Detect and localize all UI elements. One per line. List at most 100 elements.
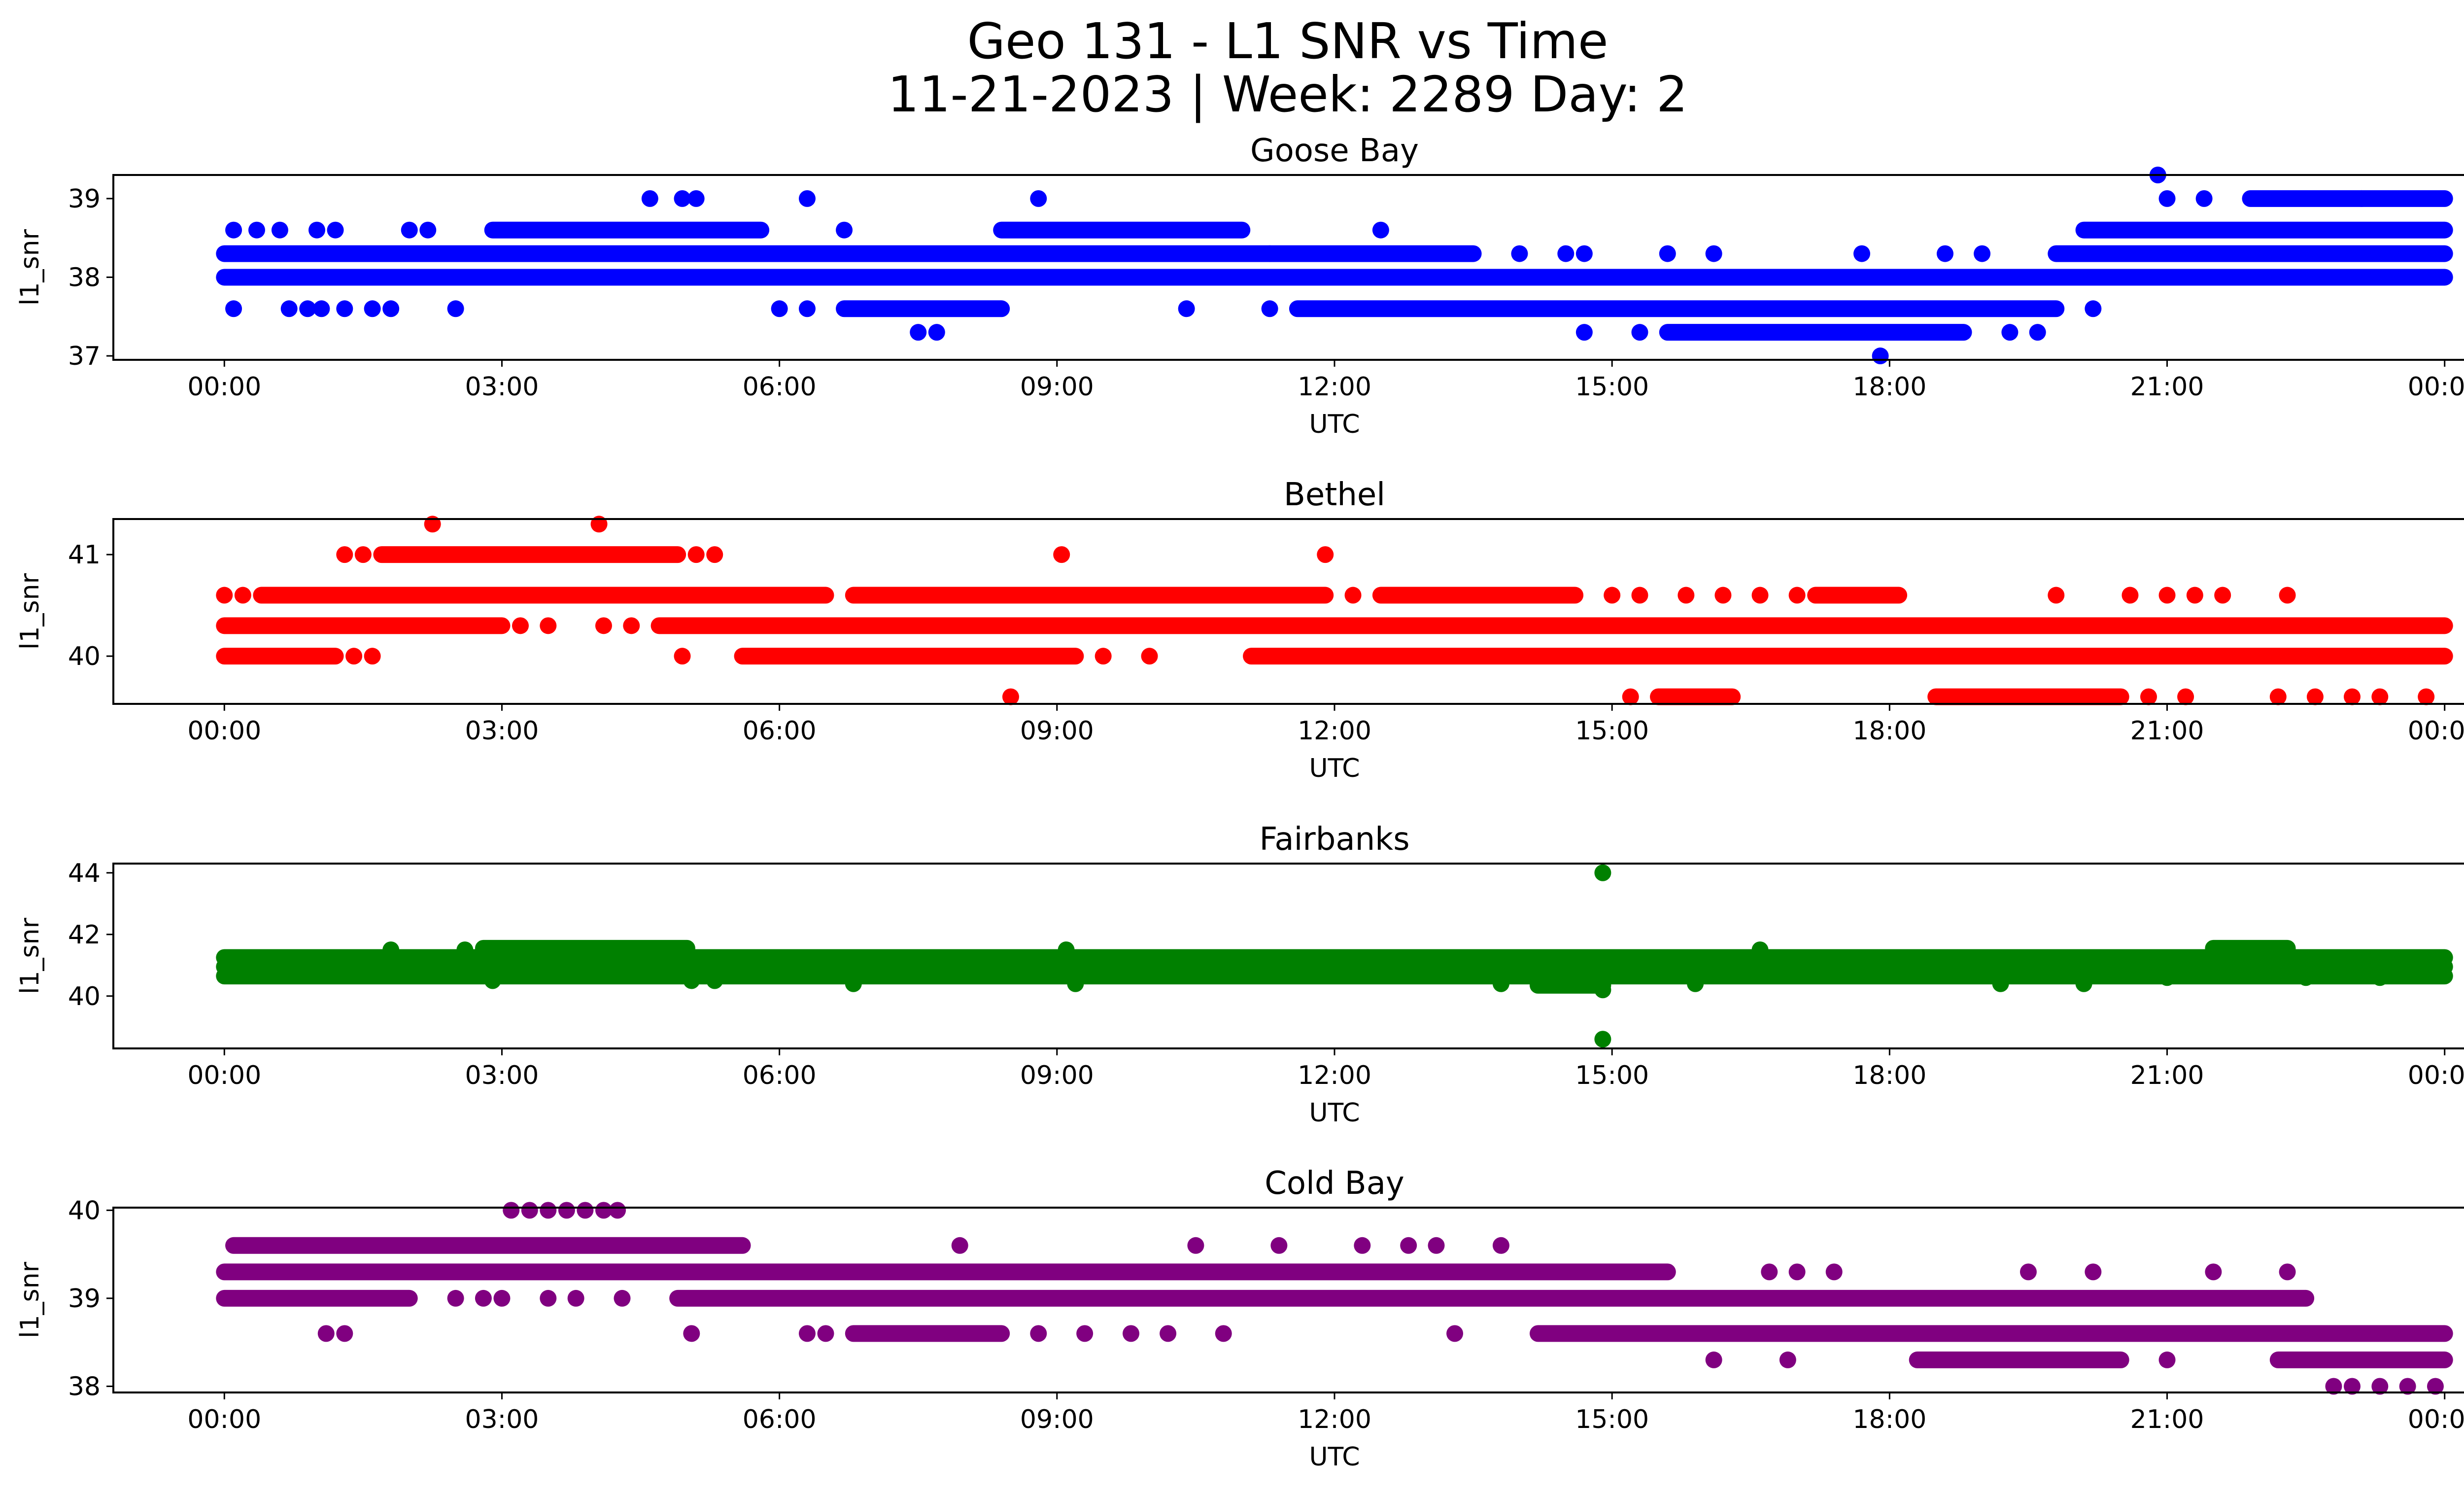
data-point — [354, 546, 372, 563]
data-point — [2371, 688, 2389, 705]
data-point — [1400, 1237, 1417, 1254]
point-band — [253, 587, 834, 604]
y-tick-label: 39 — [68, 1284, 101, 1314]
data-point — [1687, 975, 1704, 992]
data-point — [225, 221, 242, 239]
y-tick-label: 40 — [68, 1196, 101, 1225]
data-point — [1053, 546, 1070, 563]
data-point — [1594, 864, 1611, 881]
data-point — [1317, 546, 1334, 563]
data-point — [683, 1325, 700, 1342]
point-band — [216, 949, 2453, 966]
x-tick-label: 15:00 — [1575, 1405, 1649, 1434]
scatter-points — [216, 864, 2453, 1048]
data-point — [1992, 975, 2009, 992]
x-tick-label: 03:00 — [465, 1405, 539, 1434]
data-point — [1751, 941, 1769, 958]
data-point — [2177, 688, 2194, 705]
data-point — [1788, 587, 1806, 604]
data-point — [771, 300, 788, 317]
data-point — [540, 1289, 557, 1307]
data-point — [623, 617, 640, 634]
data-point — [521, 1202, 538, 1219]
data-point — [1751, 587, 1769, 604]
data-point — [674, 648, 691, 665]
subplot-3: Cold Bay 00:00 03:00 06:00 09:00 12:00 15:00 18… — [15, 1165, 2464, 1472]
x-tick-label: 12:00 — [1298, 1061, 1371, 1090]
data-point — [336, 546, 353, 563]
data-point — [817, 1325, 834, 1342]
subplot-title: Goose Bay — [1250, 133, 1419, 169]
x-tick-label: 18:00 — [1852, 1405, 1926, 1434]
data-point — [1261, 300, 1278, 317]
data-point — [1141, 648, 1158, 665]
y-tick-label: 41 — [68, 540, 101, 570]
data-point — [1872, 348, 1889, 365]
data-point — [2122, 587, 2139, 604]
data-point — [1853, 245, 1871, 262]
point-band — [2205, 939, 2296, 957]
data-point — [1705, 1351, 1722, 1368]
point-band — [1909, 1351, 2129, 1368]
data-point — [1123, 1325, 1139, 1342]
point-band — [650, 617, 2453, 634]
data-point — [567, 1289, 584, 1307]
point-band — [373, 546, 686, 563]
point-band — [484, 221, 770, 239]
data-point — [2353, 190, 2370, 207]
x-tick-label: 00:00 — [187, 1405, 261, 1434]
data-point — [2205, 1263, 2222, 1281]
data-point — [1058, 941, 1075, 958]
point-band — [2269, 1351, 2453, 1368]
data-point — [641, 190, 658, 207]
point-band — [2242, 190, 2453, 207]
data-point — [2297, 969, 2315, 986]
data-point — [2029, 324, 2046, 341]
data-point — [2306, 688, 2324, 705]
figure-title-line1: Geo 131 - L1 SNR vs Time — [967, 12, 1608, 70]
x-tick-label: 03:00 — [465, 1061, 539, 1090]
y-tick-label: 40 — [68, 982, 101, 1011]
x-tick-label: 00:00 — [2408, 716, 2464, 746]
data-point — [1557, 245, 1574, 262]
data-point — [280, 300, 298, 317]
subplot-title: Bethel — [1284, 477, 1385, 513]
data-point — [1594, 981, 1611, 999]
data-point — [674, 190, 691, 207]
axes-frame — [112, 174, 2464, 361]
data-point — [456, 941, 474, 958]
x-tick-label: 00:00 — [187, 1061, 261, 1090]
x-tick-label: 00:00 — [187, 716, 261, 746]
x-tick-label: 18:00 — [1852, 372, 1926, 402]
data-point — [2158, 1351, 2176, 1368]
x-tick-label: 00:00 — [2408, 372, 2464, 402]
data-point — [928, 324, 945, 341]
data-point — [1659, 245, 1676, 262]
data-point — [364, 648, 381, 665]
data-point — [1631, 324, 1648, 341]
data-point — [313, 300, 330, 317]
point-band — [216, 617, 511, 634]
data-point — [1604, 587, 1621, 604]
data-point — [299, 300, 316, 317]
point-band — [2075, 221, 2453, 239]
data-point — [595, 617, 612, 634]
data-point — [2195, 190, 2213, 207]
data-point — [327, 221, 344, 239]
x-tick-label: 09:00 — [1020, 716, 1094, 746]
point-band — [1530, 1325, 2453, 1342]
data-point — [1575, 245, 1593, 262]
x-tick-label: 21:00 — [2130, 716, 2204, 746]
data-point — [1779, 1351, 1796, 1368]
data-point — [683, 972, 700, 989]
data-point — [2214, 269, 2231, 286]
scatter-points — [216, 516, 2453, 705]
data-point — [2048, 587, 2065, 604]
point-band — [1372, 587, 1584, 604]
data-point — [595, 1202, 612, 1219]
data-point — [216, 587, 233, 604]
data-point — [2371, 1378, 2389, 1395]
data-point — [2279, 1263, 2296, 1281]
data-point — [1788, 1263, 1806, 1281]
